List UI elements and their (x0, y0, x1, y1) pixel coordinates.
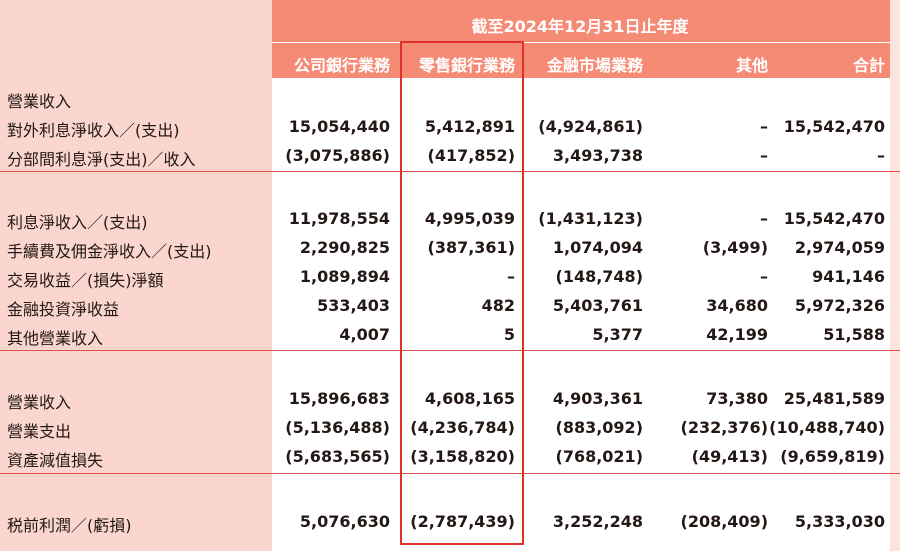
row-label: 税前利潤／(虧損) (7, 516, 132, 535)
cell-total: 2,974,059 (794, 238, 885, 257)
cell-retail: (387,361) (427, 238, 516, 257)
col-header-retail: 零售銀行業務 (418, 56, 515, 75)
row-label: 交易收益／(損失)淨額 (7, 271, 164, 290)
row-label: 資產減值損失 (7, 451, 104, 470)
cell-total: 941,146 (812, 267, 885, 286)
row-label: 營業支出 (7, 422, 72, 441)
cell-other: 73,380 (706, 389, 768, 408)
cell-other: – (760, 267, 768, 286)
cell-corporate: 11,978,554 (288, 209, 390, 228)
cell-other: – (760, 117, 768, 136)
row-label: 對外利息淨收入／(支出) (7, 121, 180, 140)
cell-corporate: (5,136,488) (285, 418, 390, 437)
cell-corporate: 15,054,440 (288, 117, 390, 136)
cell-retail: (3,158,820) (410, 447, 515, 466)
cell-total: (9,659,819) (780, 447, 885, 466)
row-label: 營業收入 (7, 393, 72, 412)
cell-retail: (2,787,439) (410, 512, 515, 531)
row-label: 利息淨收入／(支出) (7, 213, 148, 232)
cell-corporate: 4,007 (339, 325, 390, 344)
cell-total: 15,542,470 (783, 117, 885, 136)
table-row: 手續費及佣金淨收入／(支出) 2,290,825 (387,361) 1,074… (0, 234, 900, 263)
row-label: 金融投資淨收益 (7, 300, 120, 319)
cell-markets: 1,074,094 (552, 238, 643, 257)
cell-retail: 4,608,165 (424, 389, 515, 408)
cell-other: (208,409) (680, 512, 769, 531)
cell-markets: (4,924,861) (538, 117, 643, 136)
table-row: 營業收入 15,896,683 4,608,165 4,903,361 73,3… (0, 385, 900, 414)
retail-column-highlight (400, 41, 524, 545)
cell-retail: – (507, 267, 515, 286)
col-header-corporate: 公司銀行業務 (293, 56, 390, 75)
cell-total: 25,481,589 (783, 389, 885, 408)
table-row: 分部間利息淨(支出)／收入 (3,075,886) (417,852) 3,49… (0, 142, 900, 171)
cell-corporate: (5,683,565) (285, 447, 390, 466)
cell-retail: (4,236,784) (410, 418, 515, 437)
period-title: 截至2024年12月31日止年度 (471, 17, 689, 36)
cell-retail: 5,412,891 (424, 117, 515, 136)
cell-total: 5,333,030 (794, 512, 885, 531)
cell-markets: (883,092) (555, 418, 644, 437)
table-row: 對外利息淨收入／(支出) 15,054,440 5,412,891 (4,924… (0, 113, 900, 142)
cell-retail: 4,995,039 (424, 209, 515, 228)
cell-total: 5,972,326 (794, 296, 885, 315)
cell-markets: 5,377 (592, 325, 643, 344)
cell-corporate: 2,290,825 (299, 238, 390, 257)
cell-corporate: (3,075,886) (285, 146, 390, 165)
cell-other: (3,499) (702, 238, 768, 257)
cell-markets: (768,021) (555, 447, 644, 466)
cell-retail: 482 (481, 296, 515, 315)
cell-other: 42,199 (706, 325, 768, 344)
label-column-background (0, 0, 272, 551)
row-label: 其他營業收入 (7, 329, 104, 348)
cell-total: 15,542,470 (783, 209, 885, 228)
column-header-row (272, 42, 890, 78)
right-margin (890, 0, 900, 551)
cell-markets: 3,252,248 (552, 512, 643, 531)
cell-total: 51,588 (823, 325, 885, 344)
table-row: 税前利潤／(虧損) 5,076,630 (2,787,439) 3,252,24… (0, 508, 900, 537)
table-row: 其他營業收入 4,007 5 5,377 42,199 51,588 (0, 321, 900, 350)
col-header-total: 合計 (852, 56, 885, 75)
row-label: 分部間利息淨(支出)／收入 (7, 150, 196, 169)
cell-other: (232,376) (680, 418, 769, 437)
cell-markets: 5,403,761 (552, 296, 643, 315)
table-row: 營業支出 (5,136,488) (4,236,784) (883,092) (… (0, 414, 900, 443)
row-label: 手續費及佣金淨收入／(支出) (7, 242, 212, 261)
table-row: 交易收益／(損失)淨額 1,089,894 – (148,748) – 941,… (0, 263, 900, 292)
cell-markets: (148,748) (555, 267, 644, 286)
divider (0, 473, 900, 474)
cell-corporate: 1,089,894 (299, 267, 390, 286)
col-header-other: 其他 (735, 56, 768, 75)
table-row: 金融投資淨收益 533,403 482 5,403,761 34,680 5,9… (0, 292, 900, 321)
cell-markets: 3,493,738 (552, 146, 643, 165)
table-row: 資產減值損失 (5,683,565) (3,158,820) (768,021)… (0, 443, 900, 472)
cell-total: – (877, 146, 885, 165)
divider (0, 350, 900, 351)
section-title: 營業收入 (7, 92, 72, 111)
section-title-row: 營業收入 (0, 84, 900, 113)
cell-retail: (417,852) (427, 146, 516, 165)
cell-retail: 5 (503, 325, 515, 344)
cell-corporate: 5,076,630 (299, 512, 390, 531)
cell-corporate: 533,403 (317, 296, 390, 315)
cell-other: (49,413) (691, 447, 768, 466)
cell-other: 34,680 (706, 296, 768, 315)
cell-other: – (760, 146, 768, 165)
divider (0, 171, 900, 172)
table-row: 利息淨收入／(支出) 11,978,554 4,995,039 (1,431,1… (0, 205, 900, 234)
cell-markets: 4,903,361 (552, 389, 643, 408)
period-header (272, 0, 890, 42)
values-background (272, 0, 890, 551)
col-header-markets: 金融市場業務 (546, 56, 643, 75)
cell-corporate: 15,896,683 (288, 389, 390, 408)
cell-markets: (1,431,123) (538, 209, 643, 228)
cell-total: (10,488,740) (769, 418, 885, 437)
cell-other: – (760, 209, 768, 228)
